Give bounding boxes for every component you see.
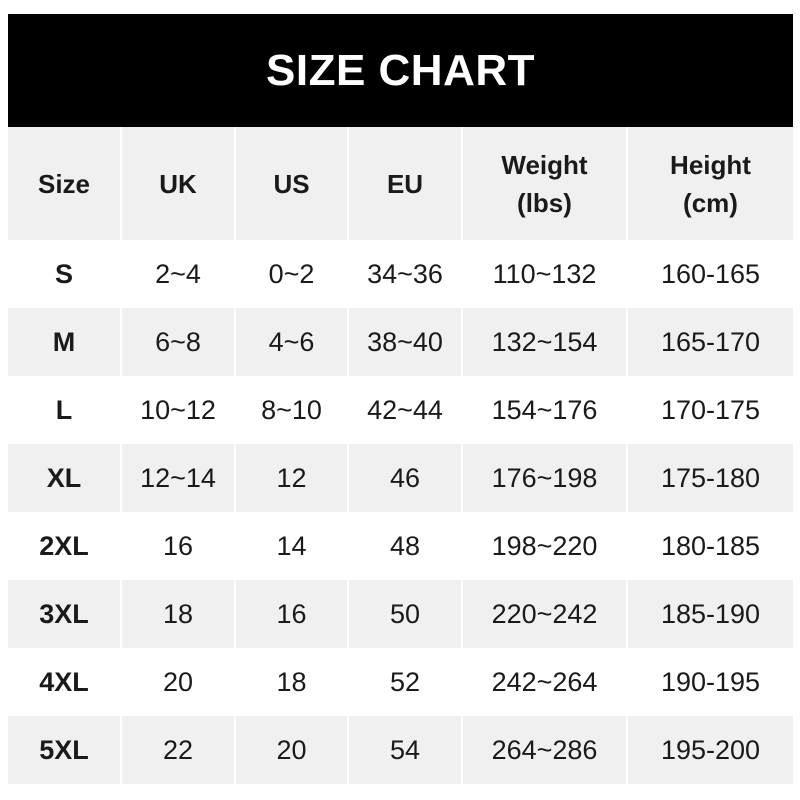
cell-uk: 16 xyxy=(120,512,235,580)
cell-eu: 34~36 xyxy=(347,240,462,308)
cell-us: 20 xyxy=(234,716,348,784)
cell-height: 190-195 xyxy=(626,648,793,716)
cell-weight: 154~176 xyxy=(461,376,627,444)
cell-size: XL xyxy=(8,444,121,512)
column-header-height: Height (cm) xyxy=(626,127,793,240)
cell-uk: 18 xyxy=(120,580,235,648)
table-body: S 2~4 0~2 34~36 110~132 160-165 M 6~8 4~6 38~40 13… xyxy=(8,240,793,784)
cell-eu: 46 xyxy=(347,444,462,512)
cell-us: 4~6 xyxy=(234,308,348,376)
cell-weight: 132~154 xyxy=(461,308,627,376)
table-row: XL 12~14 12 46 176~198 175-180 xyxy=(8,444,793,512)
cell-weight: 220~242 xyxy=(461,580,627,648)
cell-height: 175-180 xyxy=(626,444,793,512)
cell-us: 18 xyxy=(234,648,348,716)
table-row: L 10~12 8~10 42~44 154~176 170-175 xyxy=(8,376,793,444)
column-header-us: US xyxy=(234,127,348,240)
table-row: S 2~4 0~2 34~36 110~132 160-165 xyxy=(8,240,793,308)
cell-eu: 48 xyxy=(347,512,462,580)
cell-us: 16 xyxy=(234,580,348,648)
cell-us: 8~10 xyxy=(234,376,348,444)
table-row: 2XL 16 14 48 198~220 180-185 xyxy=(8,512,793,580)
cell-eu: 54 xyxy=(347,716,462,784)
header-row: Size UK US EU Weight (lbs) Height (cm) xyxy=(8,127,793,240)
column-header-weight: Weight (lbs) xyxy=(461,127,627,240)
cell-eu: 50 xyxy=(347,580,462,648)
cell-weight: 110~132 xyxy=(461,240,627,308)
cell-height: 195-200 xyxy=(626,716,793,784)
cell-size: 4XL xyxy=(39,666,89,697)
cell-weight: 176~198 xyxy=(461,444,627,512)
cell-height: 165-170 xyxy=(626,308,793,376)
column-header-eu: EU xyxy=(347,127,462,240)
cell-size: 2XL xyxy=(39,530,89,561)
cell-us: 12 xyxy=(234,444,348,512)
cell-uk: 2~4 xyxy=(120,240,235,308)
cell-weight: 242~264 xyxy=(461,648,627,716)
cell-height: 180-185 xyxy=(626,512,793,580)
cell-height: 160-165 xyxy=(626,240,793,308)
size-chart-title: SIZE CHART xyxy=(8,14,793,127)
cell-eu: 38~40 xyxy=(347,308,462,376)
cell-weight: 264~286 xyxy=(461,716,627,784)
cell-size: L xyxy=(55,394,73,425)
cell-size: S xyxy=(54,258,73,289)
cell-size: M xyxy=(8,308,121,376)
cell-uk: 20 xyxy=(120,648,235,716)
cell-weight: 198~220 xyxy=(461,512,627,580)
column-header-size: Size xyxy=(8,127,121,240)
table-row: M 6~8 4~6 38~40 132~154 165-170 xyxy=(8,308,793,376)
cell-size: 5XL xyxy=(8,716,121,784)
cell-eu: 52 xyxy=(347,648,462,716)
cell-uk: 10~12 xyxy=(120,376,235,444)
cell-height: 185-190 xyxy=(626,580,793,648)
cell-eu: 42~44 xyxy=(347,376,462,444)
cell-height: 170-175 xyxy=(626,376,793,444)
cell-uk: 12~14 xyxy=(120,444,235,512)
cell-size: 3XL xyxy=(8,580,121,648)
cell-uk: 6~8 xyxy=(120,308,235,376)
cell-uk: 22 xyxy=(120,716,235,784)
cell-us: 0~2 xyxy=(234,240,348,308)
table-row: 4XL 20 18 52 242~264 190-195 xyxy=(8,648,793,716)
column-header-uk: UK xyxy=(120,127,235,240)
table-row: 5XL 22 20 54 264~286 195-200 xyxy=(8,716,793,784)
cell-us: 14 xyxy=(234,512,348,580)
table-row: 3XL 18 16 50 220~242 185-190 xyxy=(8,580,793,648)
size-table: Size UK US EU Weight (lbs) Height (cm) S 2~4 0~… xyxy=(8,127,793,784)
